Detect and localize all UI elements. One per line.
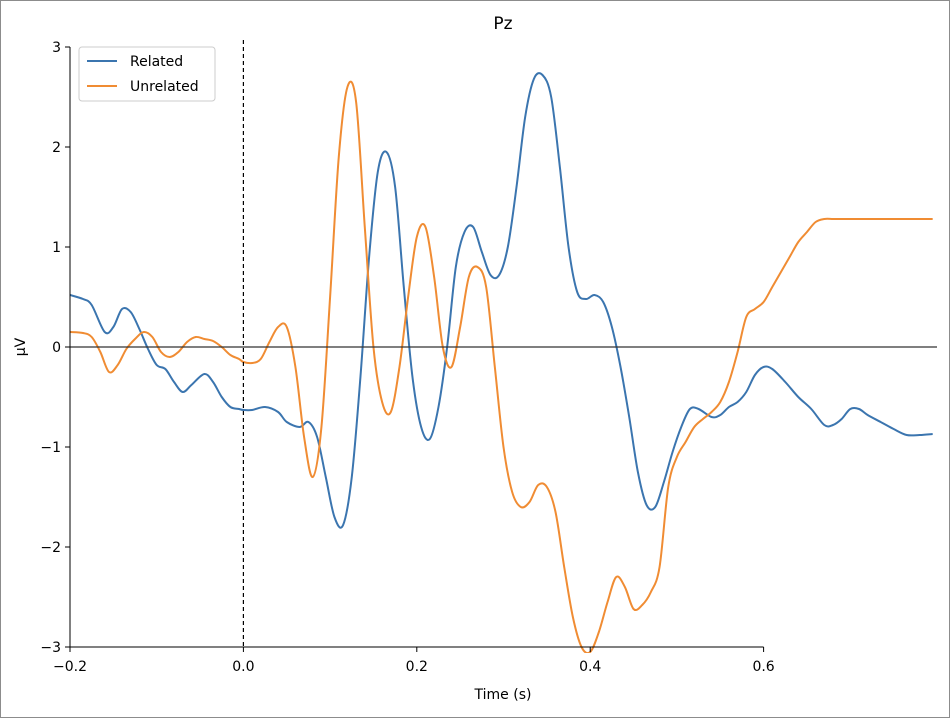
x-tick-label: 0.6 — [752, 659, 774, 675]
x-tick-label: 0.0 — [232, 659, 254, 675]
x-tick-label: −0.2 — [53, 659, 87, 675]
series-line-related — [70, 72, 933, 529]
x-tick-label: 0.4 — [579, 659, 601, 675]
chart-title: Pz — [493, 14, 512, 34]
y-tick-label: −1 — [40, 440, 61, 456]
axes-layer: −3 −2 −1 0 1 2 3 −0.2 0.0 0.2 0.4 0.6 — [40, 40, 937, 675]
legend: Related Unrelated — [78, 46, 216, 102]
y-tick-label: 2 — [52, 140, 61, 156]
x-tick-label: 0.2 — [406, 659, 428, 675]
y-tick-label: −3 — [40, 640, 61, 656]
y-tick-label: 3 — [52, 40, 61, 56]
series-line-unrelated — [70, 80, 933, 653]
legend-label-unrelated: Unrelated — [130, 79, 199, 95]
y-axis-label: µV — [13, 337, 29, 356]
y-tick-label: 0 — [52, 340, 61, 356]
x-axis-label: Time (s) — [474, 687, 532, 703]
y-tick-label: −2 — [40, 540, 61, 556]
y-tick-label: 1 — [52, 240, 61, 256]
series-layer — [70, 72, 933, 653]
legend-label-related: Related — [130, 54, 183, 70]
